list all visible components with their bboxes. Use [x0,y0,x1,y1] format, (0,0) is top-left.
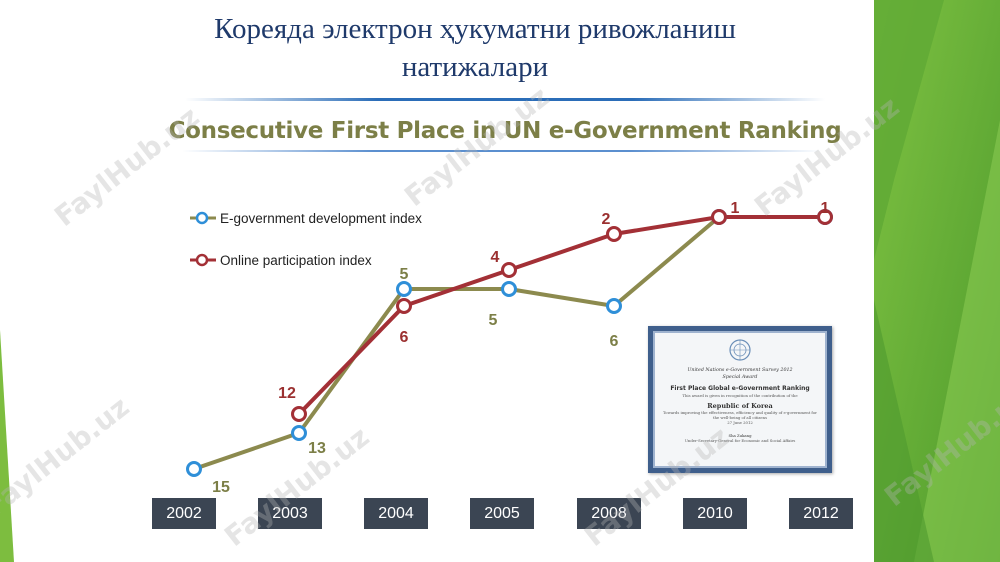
legend-item-egov: E-government development index [190,208,422,228]
point-egov-2002 [186,461,202,477]
rank-label-online-2003: 12 [278,385,296,402]
year-label-2010: 2010 [683,498,747,529]
rank-label-online-2005: 4 [491,249,500,266]
certificate-special-award: Special Award [722,374,758,380]
green-decoration-right [874,0,1000,562]
point-online-2012 [817,209,833,225]
point-online-2010 [711,209,727,225]
year-label-2002: 2002 [152,498,216,529]
rank-label-egov-2002: 15 [212,479,230,496]
green-decoration-left [0,330,14,562]
certificate-country: Republic of Korea [707,402,773,410]
heading-divider [182,150,822,152]
year-label-2004: 2004 [364,498,428,529]
year-label-2012: 2012 [789,498,853,529]
point-egov-2008 [606,298,622,314]
year-label-2008: 2008 [577,498,641,529]
legend-item-online: Online participation index [190,250,372,270]
certificate-survey-line: United Nations e-Government Survey 2012 [687,368,793,373]
point-egov-2005 [501,281,517,297]
legend-marker-egov [190,211,216,225]
legend-marker-online [190,253,216,267]
point-egov-2003 [291,425,307,441]
chart-heading: Consecutive First Place in UN e-Governme… [168,118,842,144]
legend-label-egov: E-government development index [220,210,422,226]
rank-label-egov-2003: 13 [308,440,326,457]
certificate-signer: Sha Zukang [728,433,752,438]
point-online-2005 [501,262,517,278]
award-certificate: United Nations e-Government Survey 2012 … [648,326,832,473]
rank-label-egov-2005: 5 [489,312,498,329]
year-label-2003: 2003 [258,498,322,529]
rank-label-online-2012: 1 [821,200,830,217]
slide-title: Кореяда электрон ҳукуматни ривожланиш на… [214,13,736,83]
series-line-online [297,215,825,416]
certificate-signer-title: Under-Secretary-General for Economic and… [684,438,796,443]
point-online-2004 [396,298,412,314]
point-online-2003 [291,406,307,422]
rank-label-online-2008: 2 [602,211,611,228]
rank-label-egov-2004: 5 [400,266,409,283]
title-divider [185,98,825,101]
rank-label-egov-2008: 6 [610,333,619,350]
certificate-purpose-line: Towards improving the effectiveness, eff… [663,410,817,420]
certificate-main-title: First Place Global e-Government Ranking [670,385,810,392]
rank-label-online-2004: 6 [400,329,409,346]
certificate-recognition-line: This award is given in recognition of th… [682,393,798,398]
point-egov-2004 [396,281,412,297]
rank-label-online-2010: 1 [731,200,740,217]
un-emblem-icon [729,339,751,361]
legend-label-online: Online participation index [220,252,372,268]
point-online-2008 [606,226,622,242]
certificate-date: 27 June 2012 [727,420,753,425]
year-label-2005: 2005 [470,498,534,529]
